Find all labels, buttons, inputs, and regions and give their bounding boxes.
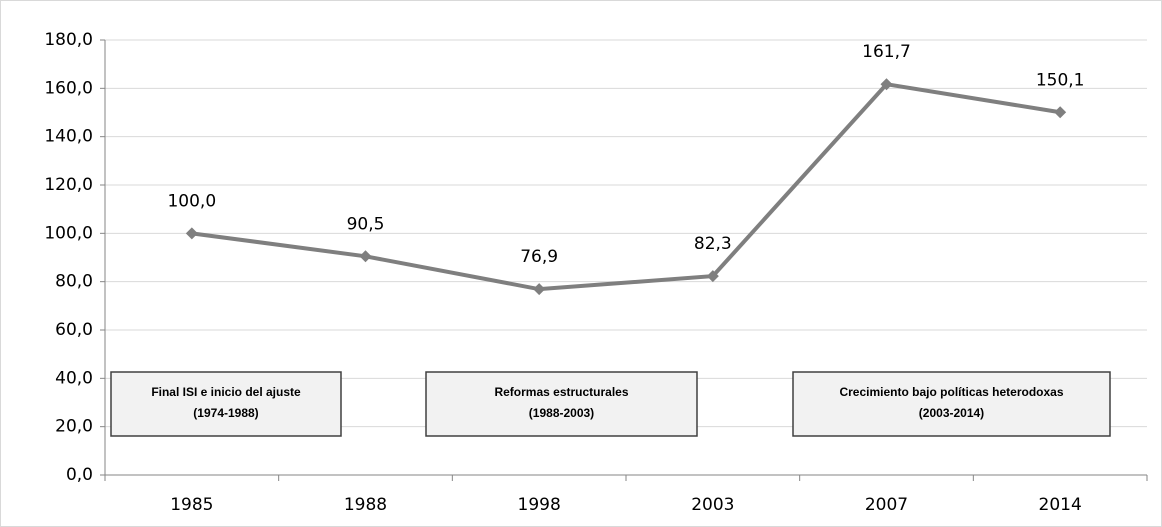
y-tick-label: 120,0 [44, 175, 93, 195]
y-tick-label: 160,0 [44, 78, 93, 98]
annotation-period: (1974-1988) [193, 406, 258, 420]
annotation-box [792, 371, 1111, 437]
y-tick-label: 140,0 [44, 127, 93, 147]
annotation-box [425, 371, 698, 437]
x-tick-label: 1998 [518, 495, 561, 515]
annotation-title: Crecimiento bajo políticas heterodoxas [839, 385, 1063, 399]
x-tick-label: 2003 [691, 495, 734, 515]
x-tick-label: 2014 [1039, 495, 1082, 515]
marker [533, 283, 546, 296]
x-tick-label: 2007 [865, 495, 908, 515]
y-tick-label: 100,0 [44, 223, 93, 243]
marker [706, 270, 719, 283]
annotation-period: (1988-2003) [529, 406, 594, 420]
marker [1054, 106, 1067, 119]
marker [359, 250, 372, 263]
marker [880, 78, 893, 91]
marker [185, 227, 198, 240]
y-tick-label: 0,0 [66, 465, 93, 485]
y-tick-label: 20,0 [55, 417, 93, 437]
value-label: 90,5 [347, 214, 385, 234]
value-label: 150,1 [1036, 70, 1085, 90]
y-tick-label: 180,0 [44, 30, 93, 50]
value-label: 82,3 [694, 234, 732, 254]
value-label: 76,9 [520, 247, 558, 267]
value-label: 100,0 [167, 191, 216, 211]
y-tick-label: 60,0 [55, 320, 93, 340]
annotation-title: Final ISI e inicio del ajuste [151, 385, 301, 399]
annotation-period: (2003-2014) [919, 406, 984, 420]
x-tick-label: 1985 [170, 495, 213, 515]
annotation-title: Reformas estructurales [494, 385, 628, 399]
x-tick-label: 1988 [344, 495, 387, 515]
line [191, 82, 1061, 292]
annotation-box [110, 371, 342, 437]
y-tick-label: 40,0 [55, 368, 93, 388]
value-label: 161,7 [862, 42, 911, 62]
y-tick-label: 80,0 [55, 272, 93, 292]
